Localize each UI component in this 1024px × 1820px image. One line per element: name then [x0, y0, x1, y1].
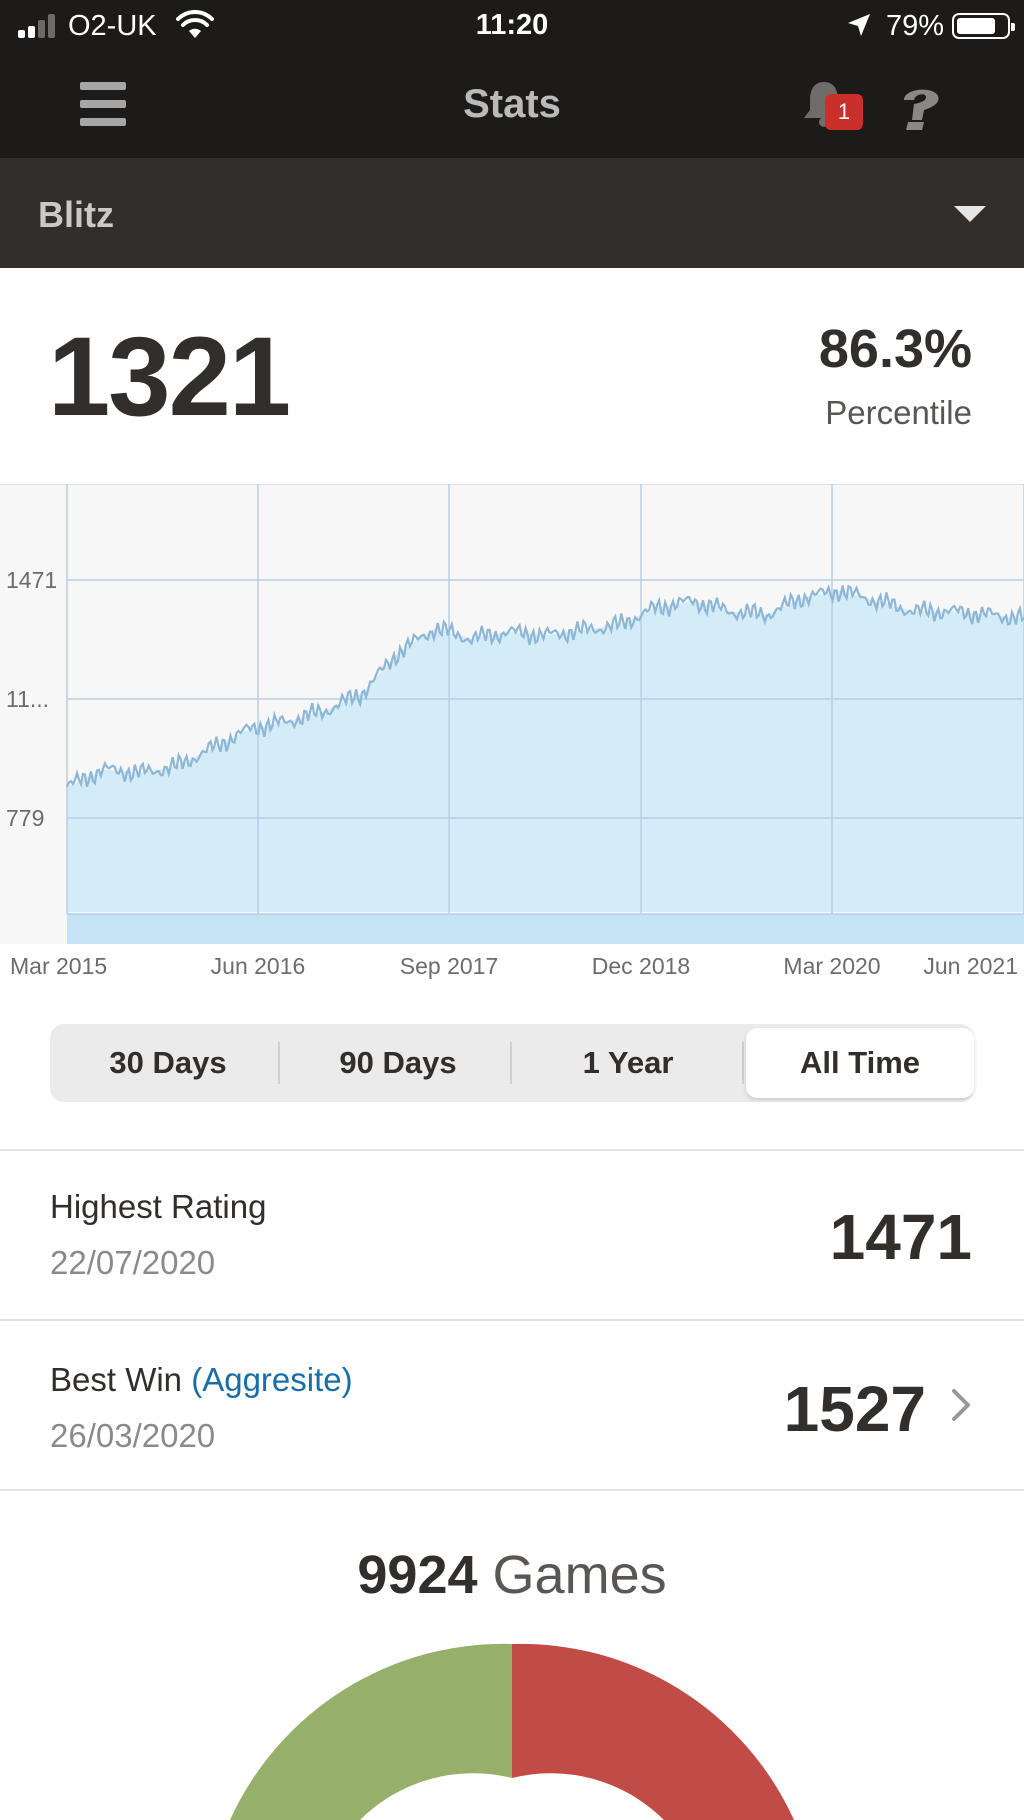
best-win-label: Best Win — [50, 1361, 183, 1398]
rating-history-chart: 1471 11... 779 Mar 2015 Jun 2016 Sep 2017 Dec … — [0, 484, 1024, 984]
rating-area — [67, 590, 1024, 912]
percentile-label: Percentile — [825, 394, 972, 431]
battery-percentage: 79% — [885, 10, 944, 42]
page-title: Stats — [463, 82, 561, 126]
chart-bottom-band — [67, 914, 1024, 944]
x-tick-label: Dec 2018 — [592, 953, 690, 979]
y-tick-label: 779 — [6, 805, 44, 831]
cellular-signal-icon — [18, 14, 58, 38]
period-selector: 30 Days 90 Days 1 Year All Time — [50, 1024, 974, 1102]
location-arrow-icon — [848, 14, 870, 36]
best-win-value: 1527 — [783, 1373, 926, 1445]
x-tick-label: Jun 2021 — [923, 953, 1018, 979]
donut-loss-segment — [512, 1643, 794, 1820]
x-tick-label: Mar 2015 — [10, 953, 107, 979]
games-count-value: 9924 — [357, 1545, 478, 1605]
rating-chart-svg: 1471 11... 779 Mar 2015 Jun 2016 Sep 2017 Dec … — [0, 484, 1024, 984]
game-type-dropdown[interactable]: Blitz — [0, 158, 1024, 268]
divider — [0, 1319, 1024, 1321]
results-donut-chart — [0, 1640, 1024, 1820]
current-rating: 1321 — [48, 314, 291, 439]
period-1-year[interactable]: 1 Year — [582, 1045, 674, 1080]
app-header: Stats 1 — [0, 52, 1024, 158]
highest-rating-label: Highest Rating — [50, 1188, 267, 1225]
period-90-days[interactable]: 90 Days — [339, 1045, 457, 1080]
menu-icon — [80, 82, 126, 90]
status-bar: O2-UK 11:20 79% — [0, 0, 1024, 52]
period-30-days[interactable]: 30 Days — [109, 1045, 227, 1080]
notifications-button[interactable]: 1 — [800, 78, 870, 138]
highest-rating-value: 1471 — [829, 1201, 972, 1273]
games-count: 9924 Games — [0, 1544, 1024, 1606]
highest-rating-date: 22/07/2020 — [50, 1244, 216, 1281]
chevron-right-icon — [952, 1389, 970, 1421]
game-type-label: Blitz — [38, 194, 114, 235]
divider — [0, 1149, 1024, 1151]
best-win-opponent-link[interactable]: (Aggresite) — [191, 1361, 353, 1398]
rating-line — [66, 584, 1024, 788]
donut-win-segment — [230, 1643, 512, 1820]
games-count-label: Games — [492, 1545, 667, 1605]
divider — [0, 1489, 1024, 1491]
best-win-title: Best Win (Aggresite) — [50, 1361, 353, 1399]
x-tick-label: Jun 2016 — [211, 953, 306, 979]
x-tick-label: Mar 2020 — [783, 953, 880, 979]
notification-badge: 1 — [825, 94, 863, 130]
battery-icon — [952, 13, 1015, 39]
best-win-date: 26/03/2020 — [50, 1417, 216, 1454]
y-tick-label: 11... — [6, 686, 49, 712]
wifi-icon — [176, 10, 214, 38]
y-tick-label: 1471 — [6, 567, 57, 593]
status-time: 11:20 — [475, 9, 549, 41]
chevron-down-icon — [954, 206, 986, 222]
x-tick-label: Sep 2017 — [400, 953, 498, 979]
percentile-value: 86.3% — [818, 319, 972, 379]
menu-button[interactable] — [80, 82, 126, 126]
period-all-time[interactable]: All Time — [746, 1028, 974, 1098]
carrier-name: O2-UK — [68, 10, 157, 42]
help-icon[interactable] — [894, 82, 944, 132]
